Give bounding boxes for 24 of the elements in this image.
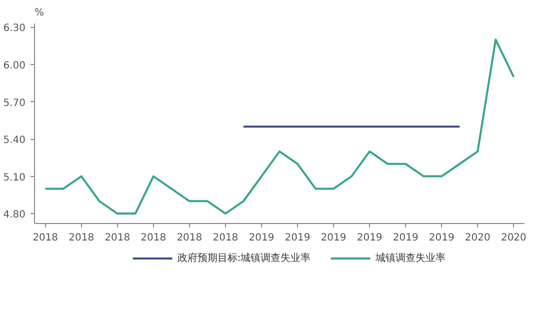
y-tick-label: 5.70 (3, 98, 26, 109)
x-tick-label: 2020 (500, 232, 526, 244)
y-tick-label: 5.10 (3, 172, 26, 184)
y-axis-title: % (34, 8, 44, 18)
x-tick-label: 2020 (464, 232, 490, 244)
x-tick-label: 2019 (248, 232, 274, 244)
line-series (44, 38, 515, 215)
x-tick-label: 2019 (356, 232, 382, 244)
x-tick-label: 2019 (284, 232, 310, 244)
x-tick-label: 2018 (104, 232, 130, 244)
x-tick-label: 2018 (68, 232, 94, 244)
x-tick-label: 2018 (32, 232, 58, 244)
x-tick-label: 2018 (140, 232, 166, 244)
legend-label: 政府预期目标:城镇调查失业率 (177, 252, 311, 265)
x-tick-label: 2018 (212, 232, 238, 244)
y-tick-label: 6.30 (3, 23, 26, 34)
x-tick-label: 2018 (176, 232, 202, 244)
x-tick-label: 2019 (320, 232, 346, 244)
y-tick-label: 4.80 (3, 210, 26, 221)
y-tick-label: 5.40 (3, 135, 26, 146)
y-tick-label: 6.00 (3, 60, 26, 72)
x-tick-label: 2019 (428, 232, 454, 244)
x-tick-label: 2019 (392, 232, 418, 244)
legend-label: 城镇调查失业率 (376, 252, 446, 265)
